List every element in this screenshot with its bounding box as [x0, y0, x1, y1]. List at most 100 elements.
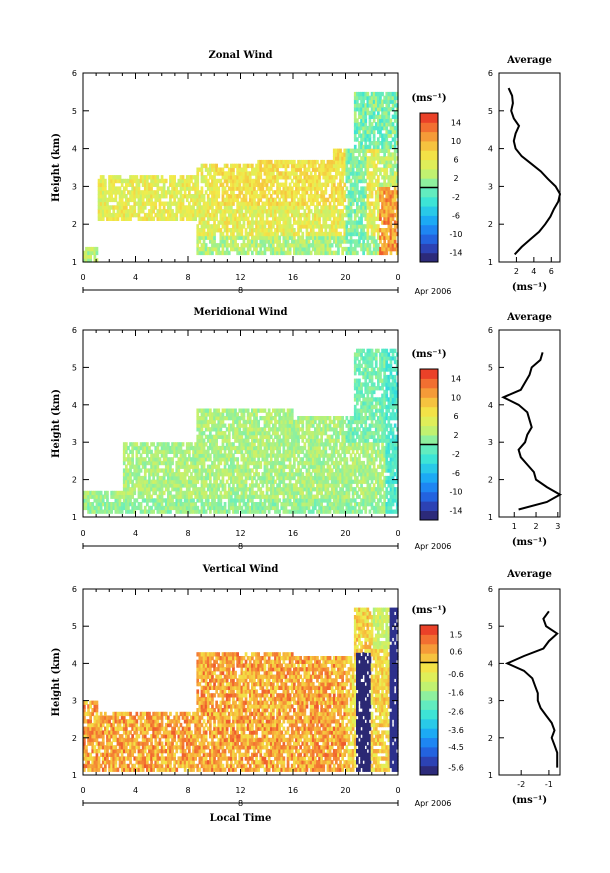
heatmap-cell — [104, 197, 107, 203]
heatmap-cell — [276, 487, 279, 492]
heatmap-cell — [379, 216, 382, 221]
heatmap-cell — [221, 250, 225, 256]
heatmap-cell — [158, 490, 162, 496]
heatmap-cell — [316, 175, 319, 180]
heatmap-cell — [238, 201, 242, 206]
heatmap-cell — [206, 408, 210, 413]
heatmap-cell — [225, 209, 229, 214]
heatmap-cell — [362, 125, 365, 131]
heatmap-cell — [93, 498, 97, 503]
heatmap-cell — [358, 216, 361, 221]
heatmap-cell — [194, 490, 197, 496]
heatmap-cell — [200, 460, 204, 466]
heatmap-cell — [303, 442, 307, 447]
heatmap-cell — [238, 205, 242, 210]
heatmap-cell — [108, 509, 111, 514]
heatmap-cell — [301, 438, 305, 443]
heatmap-cell — [192, 483, 195, 488]
heatmap-cell — [246, 438, 250, 443]
heatmap-cell — [196, 182, 200, 187]
heatmap-cell — [339, 148, 342, 153]
heatmap-cell — [211, 502, 214, 507]
heatmap-cell — [236, 220, 239, 225]
heatmap-cell — [351, 239, 355, 244]
heatmap-cell — [324, 438, 328, 443]
heatmap-cell — [305, 419, 309, 425]
heatmap-cell — [146, 468, 149, 473]
heatmap-cell — [263, 419, 267, 425]
heatmap-cell — [234, 194, 237, 199]
heatmap-cell — [230, 175, 233, 180]
heatmap-cell — [202, 412, 206, 417]
heatmap-cell — [341, 171, 344, 176]
heatmap-cell — [265, 239, 269, 244]
heatmap-cell — [368, 99, 372, 104]
heatmap-cell — [301, 483, 305, 488]
heatmap-cell — [104, 509, 107, 514]
heatmap-cell — [204, 490, 208, 496]
heatmap-cell — [196, 412, 200, 417]
heatmap-cell — [135, 175, 139, 180]
heatmap-cell — [339, 243, 342, 248]
heatmap-cell — [225, 434, 229, 439]
heatmap-cell — [282, 220, 286, 225]
heatmap-cell — [293, 423, 296, 428]
heatmap-cell — [211, 505, 214, 511]
heatmap-cell — [164, 479, 168, 484]
colorbar-swatch — [420, 224, 438, 235]
heatmap-cell — [381, 148, 384, 153]
heatmap-cell — [335, 250, 338, 256]
heatmap-cell — [112, 216, 116, 221]
heatmap-cell — [198, 416, 202, 421]
heatmap-cell — [227, 235, 231, 240]
heatmap-cell — [104, 194, 107, 199]
heatmap-cell — [131, 490, 134, 496]
heatmap-cell — [129, 498, 132, 503]
heatmap-cell — [127, 190, 130, 195]
heatmap-cell — [360, 209, 363, 214]
heatmap-cell — [219, 412, 223, 417]
heatmap-cell — [353, 103, 357, 108]
heatmap-cell — [206, 494, 210, 499]
heatmap-cell — [282, 246, 286, 252]
heatmap-cell — [374, 182, 378, 187]
heatmap-cell — [374, 171, 378, 176]
heatmap-cell — [309, 197, 313, 203]
heatmap-cell — [146, 212, 149, 218]
heatmap-cell — [143, 505, 147, 511]
heatmap-cell — [345, 235, 349, 240]
heatmap-cell — [110, 509, 113, 514]
heatmap-cell — [345, 156, 349, 161]
heatmap-cell — [282, 201, 286, 206]
heatmap-cell — [307, 182, 311, 187]
heatmap-cell — [374, 103, 378, 108]
heatmap-cell — [167, 475, 170, 481]
heatmap-cell — [351, 231, 355, 237]
heatmap-cell — [316, 212, 319, 218]
heatmap-cell — [280, 228, 284, 233]
heatmap-cell — [349, 205, 353, 210]
heatmap-cell — [242, 479, 246, 484]
heatmap-cell — [364, 167, 368, 172]
heatmap-cell — [280, 479, 284, 484]
heatmap-cell — [223, 220, 227, 225]
heatmap-cell — [297, 178, 300, 184]
heatmap-cell — [244, 502, 248, 507]
heatmap-cell — [393, 141, 397, 146]
heatmap-cell — [244, 509, 248, 514]
heatmap-cell — [318, 194, 321, 199]
heatmap-cell — [385, 110, 389, 116]
heatmap-cell — [307, 434, 311, 439]
heatmap-cell — [393, 144, 397, 150]
heatmap-cell — [198, 427, 202, 432]
heatmap-cell — [379, 95, 382, 101]
heatmap-cell — [221, 483, 225, 488]
heatmap-cell — [278, 423, 281, 428]
heatmap-cell — [148, 186, 151, 191]
heatmap-cell — [160, 209, 164, 214]
heatmap-cell — [185, 178, 189, 184]
heatmap-cell — [393, 239, 397, 244]
heatmap-cell — [253, 194, 256, 199]
heatmap-cell — [257, 423, 260, 428]
heatmap-cell — [326, 479, 330, 484]
